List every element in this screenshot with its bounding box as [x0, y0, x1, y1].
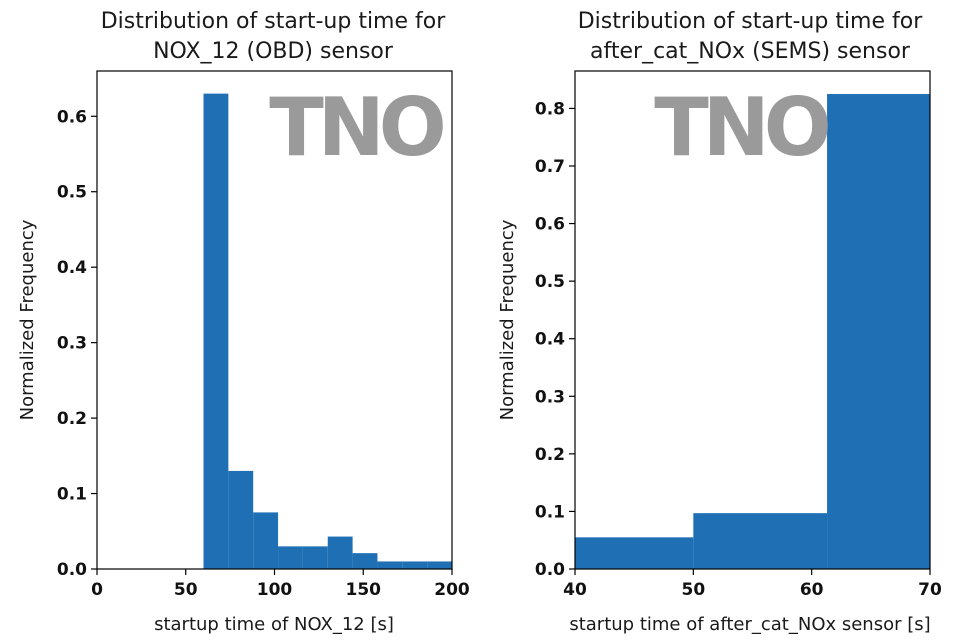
y-tick-label-4: 0.4 [535, 330, 565, 350]
y-tick-label-2: 0.2 [535, 445, 565, 465]
y-tick-label-3: 0.3 [57, 334, 87, 354]
y-tick-label-2: 0.2 [57, 409, 87, 429]
histogram-bar-8 [402, 561, 428, 569]
histogram-bar-3 [278, 546, 303, 569]
histogram-bar-2 [253, 512, 279, 569]
histogram-bars [575, 94, 930, 569]
y-tick-label-3: 0.3 [535, 387, 565, 407]
histogram-bar-1 [228, 470, 254, 569]
y-tick-label-1: 0.1 [57, 485, 87, 505]
histogram-bar-5 [327, 536, 353, 569]
x-tick-label-3: 150 [346, 580, 382, 600]
x-tick-label-4: 200 [434, 580, 470, 600]
histogram-bar-0 [203, 93, 229, 570]
y-tick-label-6: 0.6 [57, 107, 87, 127]
x-tick-label-2: 100 [257, 580, 293, 600]
histogram-bars [203, 93, 452, 570]
x-tick-label-3: 70 [918, 580, 942, 600]
x-axis-label: startup time of NOX_12 [s] [154, 614, 394, 635]
histogram-bar-6 [352, 553, 378, 569]
chart-title-line-1: Distribution of start-up time for [101, 9, 447, 34]
x-tick-label-2: 60 [800, 580, 824, 600]
y-tick-label-7: 0.7 [535, 157, 565, 177]
x-axis-ticks: 40 50 60 70 [563, 569, 942, 600]
y-tick-label-4: 0.4 [57, 258, 87, 278]
chart-title-line-2: after_cat_NOx (SEMS) sensor [590, 39, 911, 64]
y-axis-label: Normalized Frequency [17, 219, 38, 420]
plot-area-frame [574, 70, 931, 570]
histogram-bar-0 [575, 537, 694, 569]
y-tick-label-6: 0.6 [535, 215, 565, 235]
y-tick-label-5: 0.5 [57, 183, 87, 203]
histogram-bar-2 [827, 94, 930, 569]
histogram-bar-1 [693, 513, 828, 569]
y-tick-label-0: 0.0 [57, 560, 87, 580]
x-tick-label-1: 50 [681, 580, 705, 600]
chart-title-line-2: NOX_12 (OBD) sensor [153, 39, 394, 64]
histogram-bar-9 [427, 561, 452, 569]
chart-nox12-obd: Distribution of start-up time for NOX_12… [17, 9, 470, 635]
y-tick-label-1: 0.1 [535, 502, 565, 522]
x-axis-label: startup time of after_cat_NOx sensor [s] [569, 614, 930, 635]
y-tick-label-8: 0.8 [535, 99, 565, 119]
y-tick-label-5: 0.5 [535, 272, 565, 292]
histogram-bar-4 [302, 546, 328, 569]
histogram-bar-7 [377, 561, 403, 569]
y-axis-ticks: 0.0 0.1 0.2 0.3 0.4 0.5 0.6 0.7 0.8 [535, 99, 575, 580]
x-tick-label-0: 0 [91, 580, 103, 600]
x-tick-label-1: 50 [174, 580, 198, 600]
x-axis-ticks: 0 50 100 150 200 [91, 569, 470, 600]
y-tick-label-0: 0.0 [535, 560, 565, 580]
tno-watermark-logo: TNO [654, 81, 828, 174]
chart-after-cat-nox-sems: Distribution of start-up time for after_… [497, 9, 942, 635]
x-tick-label-0: 40 [563, 580, 587, 600]
tno-watermark-logo: TNO [269, 81, 443, 174]
y-axis-ticks: 0.0 0.1 0.2 0.3 0.4 0.5 0.6 [57, 107, 97, 580]
y-axis-label: Normalized Frequency [497, 219, 518, 420]
chart-title-line-1: Distribution of start-up time for [578, 9, 924, 34]
